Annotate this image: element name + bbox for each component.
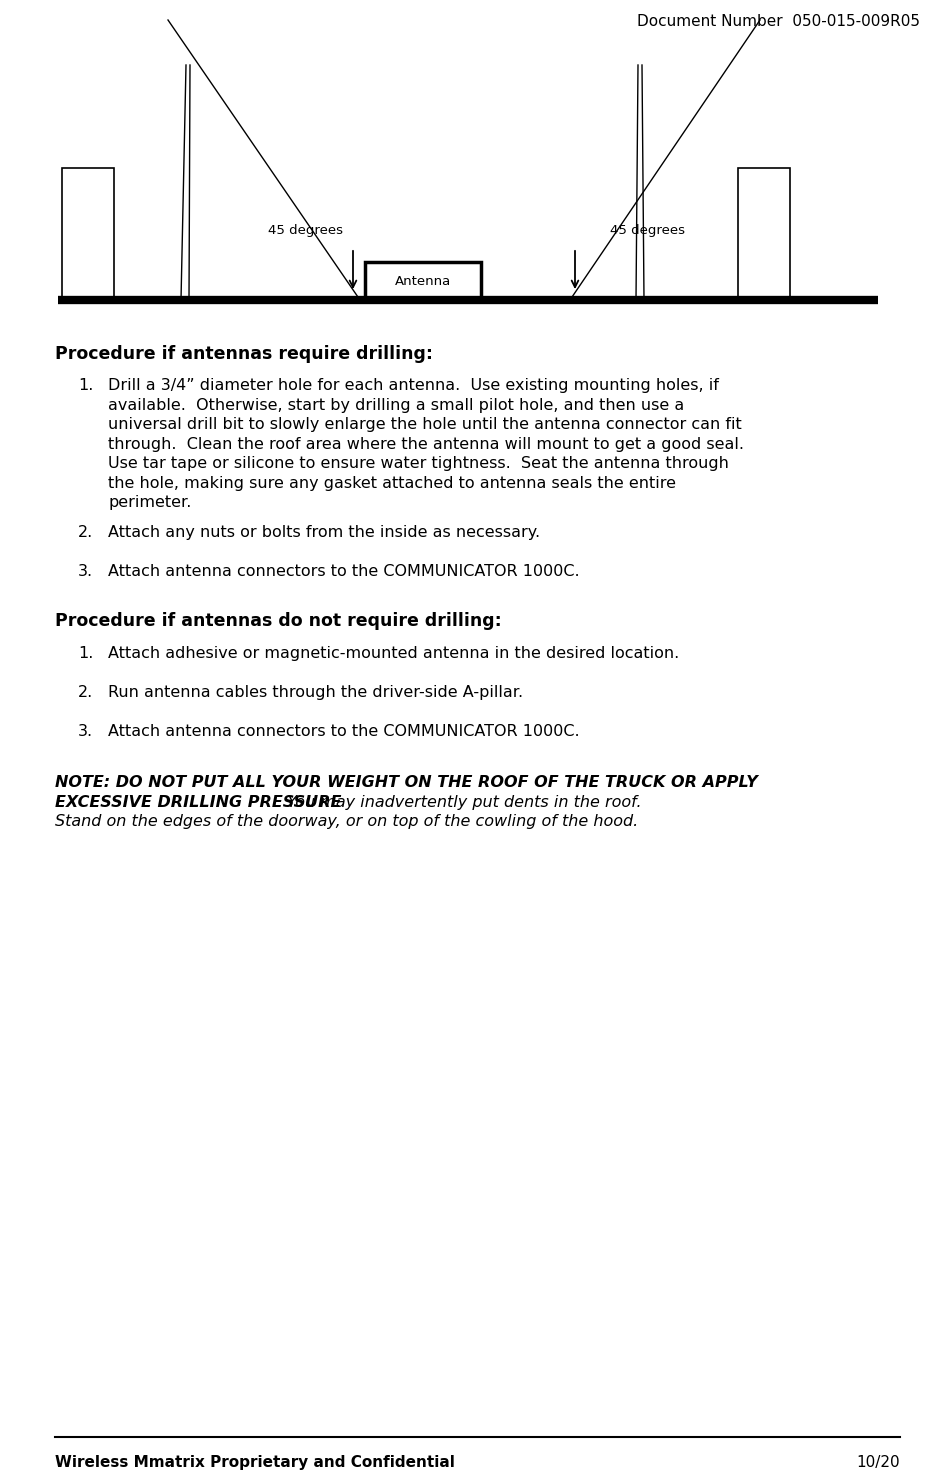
Text: 45 degrees: 45 degrees: [268, 224, 343, 237]
Text: 2.: 2.: [78, 525, 94, 540]
Text: Attach antenna connectors to the COMMUNICATOR 1000C.: Attach antenna connectors to the COMMUNI…: [108, 563, 580, 580]
Text: Drill a 3/4” diameter hole for each antenna.  Use existing mounting holes, if: Drill a 3/4” diameter hole for each ante…: [108, 378, 719, 393]
Text: . You may inadvertently put dents in the roof.: . You may inadvertently put dents in the…: [277, 794, 641, 809]
Text: 1.: 1.: [78, 646, 94, 660]
Text: 10/20: 10/20: [856, 1455, 900, 1470]
Text: Wireless Mmatrix Proprietary and Confidential: Wireless Mmatrix Proprietary and Confide…: [55, 1455, 454, 1470]
Text: Procedure if antennas do not require drilling:: Procedure if antennas do not require dri…: [55, 612, 502, 630]
Text: Stand on the edges of the doorway, or on top of the cowling of the hood.: Stand on the edges of the doorway, or on…: [55, 813, 639, 830]
Text: Use tar tape or silicone to ensure water tightness.  Seat the antenna through: Use tar tape or silicone to ensure water…: [108, 456, 729, 471]
Text: the hole, making sure any gasket attached to antenna seals the entire: the hole, making sure any gasket attache…: [108, 475, 676, 490]
Text: perimeter.: perimeter.: [108, 496, 192, 510]
Text: Attach antenna connectors to the COMMUNICATOR 1000C.: Attach antenna connectors to the COMMUNI…: [108, 724, 580, 738]
Text: 3.: 3.: [78, 724, 94, 738]
Text: Antenna: Antenna: [395, 275, 451, 287]
Text: EXCESSIVE DRILLING PRESSURE: EXCESSIVE DRILLING PRESSURE: [55, 794, 341, 809]
Text: Procedure if antennas require drilling:: Procedure if antennas require drilling:: [55, 346, 433, 363]
Bar: [365, 262, 481, 300]
Text: 3.: 3.: [78, 563, 94, 580]
Text: Document Number  050-015-009R05: Document Number 050-015-009R05: [637, 15, 920, 29]
Text: 1.: 1.: [78, 378, 94, 393]
Bar: [738, 168, 790, 300]
Text: Attach adhesive or magnetic-mounted antenna in the desired location.: Attach adhesive or magnetic-mounted ante…: [108, 646, 679, 660]
Text: Run antenna cables through the driver-side A-pillar.: Run antenna cables through the driver-si…: [108, 685, 523, 700]
Bar: [62, 168, 114, 300]
Text: Attach any nuts or bolts from the inside as necessary.: Attach any nuts or bolts from the inside…: [108, 525, 540, 540]
Text: through.  Clean the roof area where the antenna will mount to get a good seal.: through. Clean the roof area where the a…: [108, 437, 744, 452]
Text: 45 degrees: 45 degrees: [610, 224, 685, 237]
Text: universal drill bit to slowly enlarge the hole until the antenna connector can f: universal drill bit to slowly enlarge th…: [108, 416, 741, 432]
Text: available.  Otherwise, start by drilling a small pilot hole, and then use a: available. Otherwise, start by drilling …: [108, 397, 684, 412]
Text: 2.: 2.: [78, 685, 94, 700]
Text: NOTE: DO NOT PUT ALL YOUR WEIGHT ON THE ROOF OF THE TRUCK OR APPLY: NOTE: DO NOT PUT ALL YOUR WEIGHT ON THE …: [55, 775, 758, 790]
